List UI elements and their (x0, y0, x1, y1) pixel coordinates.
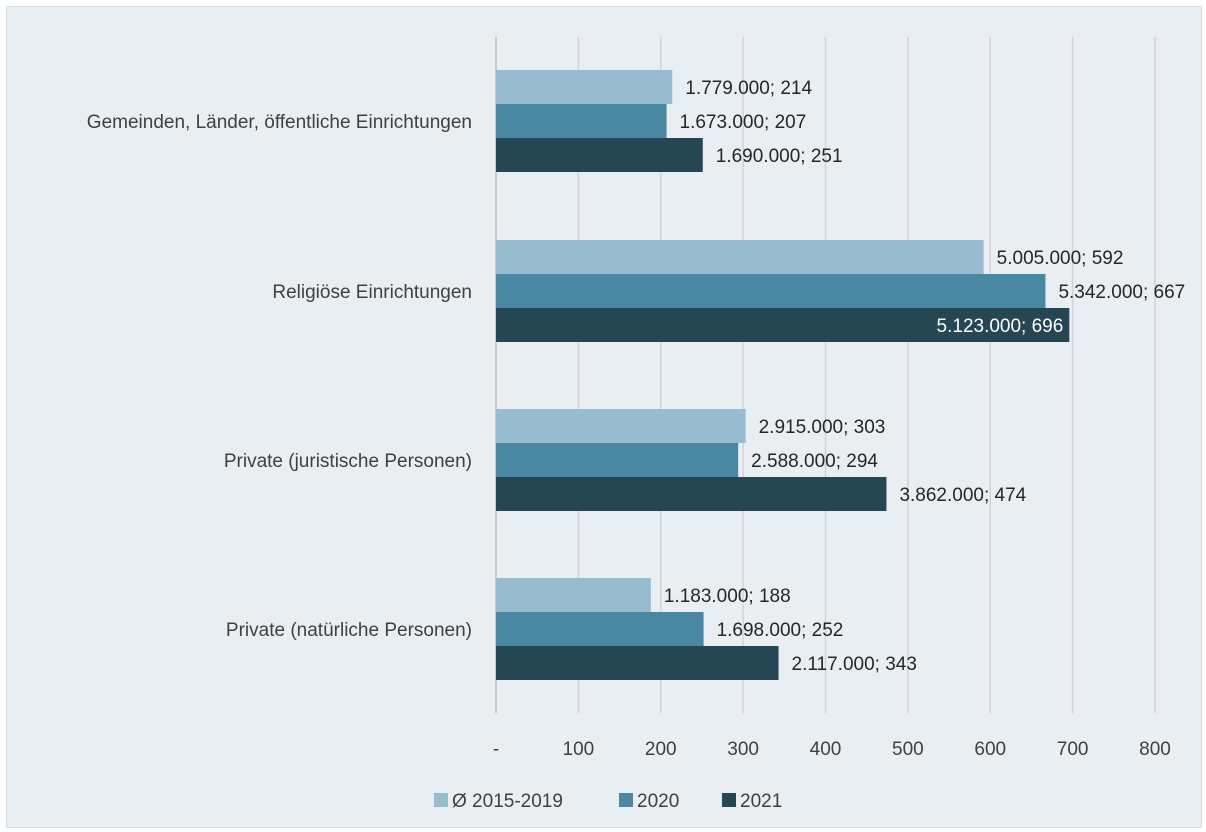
bar-2020 (496, 104, 667, 138)
x-axis-ticks: - 100 200 300 400 500 600 700 800 (493, 739, 1171, 760)
x-tick-label: - (493, 739, 499, 760)
x-tick-label: 800 (1139, 739, 1171, 760)
legend-swatch (434, 793, 448, 807)
legend-swatch (619, 793, 633, 807)
category-label: Private (juristische Personen) (224, 451, 472, 472)
bar-2021 (496, 138, 703, 172)
legend-label: Ø 2015-2019 (452, 791, 563, 812)
data-label: 1.690.000; 251 (716, 146, 843, 167)
bar-chart: 1.779.000; 214 1.673.000; 207 1.690.000; 2… (87, 37, 1185, 812)
legend-label: 2021 (740, 791, 782, 812)
category-label: Religiöse Einrichtungen (272, 282, 472, 303)
x-tick-label: 600 (974, 739, 1006, 760)
category-labels: Gemeinden, Länder, öffentliche Einrichtu… (87, 112, 472, 641)
data-label: 2.117.000; 343 (792, 654, 917, 675)
x-tick-label: 200 (645, 739, 677, 760)
bar-avg-2015-2019 (496, 70, 673, 104)
bar-2020 (496, 612, 704, 646)
bar-2021 (496, 646, 779, 680)
bar-2021 (496, 477, 887, 511)
bar-2020 (496, 274, 1046, 308)
bar-avg-2015-2019 (496, 240, 984, 274)
category-label: Private (natürliche Personen) (226, 620, 472, 641)
x-tick-label: 300 (727, 739, 759, 760)
bar-2021 (496, 308, 1070, 342)
data-label: 1.673.000; 207 (680, 112, 807, 133)
data-label: 2.915.000; 303 (759, 417, 886, 438)
bar-avg-2015-2019 (496, 409, 746, 443)
chart-frame: 1.779.000; 214 1.673.000; 207 1.690.000; 2… (6, 6, 1202, 828)
data-label: 1.183.000; 188 (664, 586, 791, 607)
data-label: 2.588.000; 294 (751, 451, 878, 472)
data-label: 3.862.000; 474 (899, 485, 1026, 506)
category-label: Gemeinden, Länder, öffentliche Einrichtu… (87, 112, 472, 133)
data-label: 5.342.000; 667 (1058, 282, 1185, 303)
data-label: 5.005.000; 592 (997, 248, 1124, 269)
data-label: 1.698.000; 252 (717, 620, 844, 641)
x-tick-label: 100 (563, 739, 595, 760)
bar-2020 (496, 443, 739, 477)
x-tick-label: 500 (892, 739, 924, 760)
data-label: 5.123.000; 696 (937, 316, 1064, 337)
data-labels: 1.779.000; 214 1.673.000; 207 1.690.000; 2… (664, 78, 1185, 675)
x-tick-label: 400 (810, 739, 842, 760)
legend: Ø 2015-2019 2020 2021 (434, 791, 782, 812)
x-tick-label: 700 (1057, 739, 1089, 760)
legend-swatch (722, 793, 736, 807)
bars (496, 70, 1070, 680)
bar-avg-2015-2019 (496, 578, 651, 612)
data-label: 1.779.000; 214 (685, 78, 812, 99)
legend-label: 2020 (637, 791, 679, 812)
